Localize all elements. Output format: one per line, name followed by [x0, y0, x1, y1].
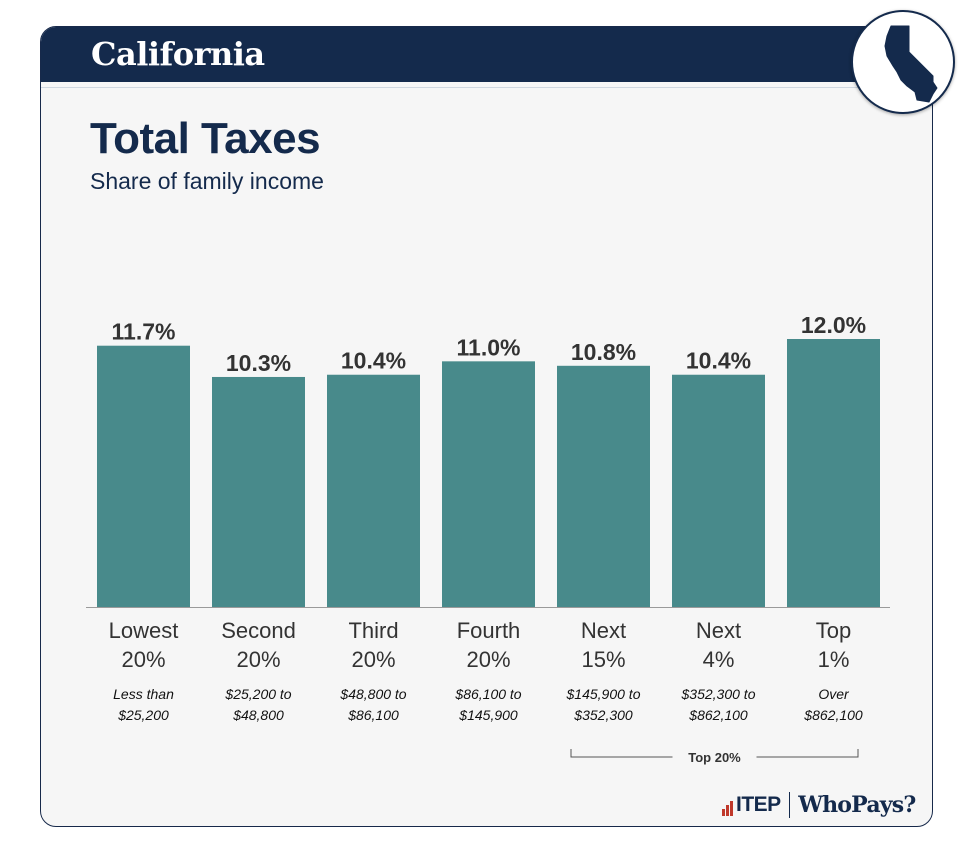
- logo-divider: [788, 792, 791, 818]
- category-label: 20%: [466, 647, 510, 672]
- category-label: Third: [348, 618, 398, 643]
- income-range-label: $145,900: [458, 707, 518, 723]
- category-label: 20%: [351, 647, 395, 672]
- category-label: 20%: [236, 647, 280, 672]
- bar: [212, 376, 305, 607]
- itep-label: ITEP: [736, 793, 781, 816]
- income-range-label: $352,300 to: [681, 686, 756, 702]
- category-label: 15%: [581, 647, 625, 672]
- chart-subtitle: Share of family income: [90, 168, 324, 194]
- income-range-label: $48,800: [232, 707, 284, 723]
- bar: [787, 339, 880, 607]
- category-label: Second: [221, 618, 296, 643]
- bar: [557, 365, 650, 607]
- state-name: California: [91, 35, 265, 73]
- income-range-label: $25,200: [117, 707, 169, 723]
- bar-value-label: 12.0%: [801, 312, 866, 338]
- whopays-label: WhoPays?: [798, 792, 916, 818]
- bracket-left-line: [570, 749, 673, 758]
- bar: [672, 374, 765, 607]
- income-range-label: $86,100: [347, 707, 399, 723]
- bar-value-label: 10.8%: [571, 339, 636, 365]
- bar: [442, 361, 535, 607]
- bracket-right-line: [756, 749, 859, 758]
- income-range-label: Over: [818, 686, 850, 702]
- category-label: Top: [816, 618, 851, 643]
- category-label: Next: [581, 618, 626, 643]
- income-range-label: $862,100: [688, 707, 748, 723]
- income-range-label: $862,100: [803, 707, 863, 723]
- income-range-label: $86,100 to: [454, 686, 521, 702]
- itep-logo: ITEP: [722, 794, 781, 816]
- category-label: Lowest: [109, 618, 179, 643]
- bar: [97, 345, 190, 607]
- category-label: Fourth: [457, 618, 521, 643]
- income-range-label: $352,300: [573, 707, 633, 723]
- bracket-label: Top 20%: [688, 750, 741, 765]
- income-range-label: Less than: [113, 686, 174, 702]
- bar-value-label: 10.4%: [341, 348, 406, 374]
- california-map-icon: [851, 10, 955, 114]
- chart-title: Total Taxes: [90, 114, 321, 163]
- banner-divider: [41, 87, 932, 88]
- income-range-label: $145,900 to: [566, 686, 641, 702]
- footer-logo: ITEP WhoPays?: [722, 790, 916, 820]
- category-label: 4%: [703, 647, 735, 672]
- category-label: 1%: [818, 647, 850, 672]
- bar-value-label: 11.0%: [457, 334, 521, 360]
- category-label: Next: [696, 618, 741, 643]
- income-range-label: $25,200 to: [224, 686, 291, 702]
- bar-value-label: 11.7%: [112, 319, 176, 345]
- bar-value-label: 10.4%: [686, 348, 751, 374]
- category-label: 20%: [121, 647, 165, 672]
- state-banner: California: [41, 27, 932, 82]
- bar: [327, 374, 420, 607]
- itep-bars-icon: [722, 801, 734, 816]
- bar-value-label: 10.3%: [226, 350, 291, 376]
- income-range-label: $48,800 to: [339, 686, 406, 702]
